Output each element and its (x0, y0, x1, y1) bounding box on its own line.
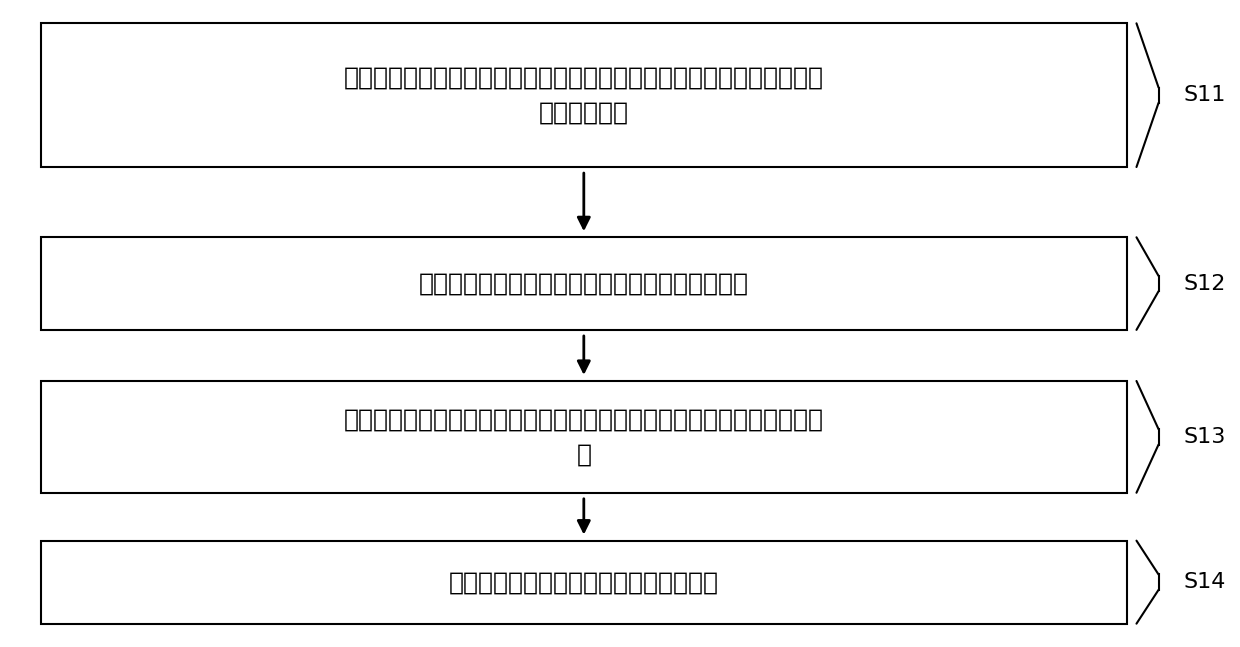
FancyBboxPatch shape (41, 541, 1127, 624)
FancyBboxPatch shape (41, 23, 1127, 167)
FancyBboxPatch shape (41, 381, 1127, 493)
Text: 根据所述波束空间信号测量值，确定上行估计信道: 根据所述波束空间信号测量值，确定上行估计信道 (419, 272, 749, 296)
FancyBboxPatch shape (41, 237, 1127, 330)
Text: S14: S14 (1183, 572, 1225, 592)
Text: S11: S11 (1183, 85, 1225, 105)
Text: 利用根据上行估计信道确定出的下行估计信道，为每一用户选择一最佳波
束: 利用根据上行估计信道确定出的下行估计信道，为每一用户选择一最佳波 束 (343, 407, 823, 466)
Text: S13: S13 (1183, 427, 1225, 447)
Text: 利用均衡矩阵接收多个用户在不同时隙上发送的上行导频信号得到波束空
间信号测量值: 利用均衡矩阵接收多个用户在不同时隙上发送的上行导频信号得到波束空 间信号测量值 (343, 65, 823, 125)
Text: 根据选择出的最佳波束进行下行信号传输: 根据选择出的最佳波束进行下行信号传输 (449, 570, 719, 594)
Text: S12: S12 (1183, 274, 1225, 294)
